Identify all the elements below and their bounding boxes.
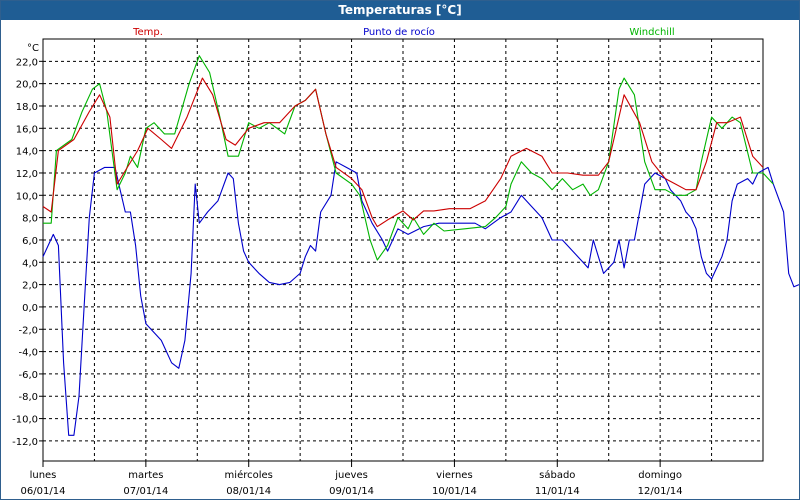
x-date-label: 08/01/14 [226, 486, 271, 497]
x-date-label: 07/01/14 [123, 486, 168, 497]
y-tick-label: 12,0 [16, 169, 38, 180]
x-date-label: 12/01/14 [638, 486, 683, 497]
y-tick-label: 10,0 [16, 191, 38, 202]
series-line-punto-de-roc-o [42, 161, 799, 436]
legend-temp: Temp. [132, 27, 163, 38]
x-day-name: martes [128, 470, 163, 481]
x-day-name: jueves [334, 470, 368, 481]
y-tick-label: 8,0 [22, 214, 38, 225]
series-line-windchill [43, 55, 774, 261]
y-axis-label: °C [27, 43, 39, 54]
y-tick-label: 2,0 [22, 281, 38, 292]
x-day-name: miércoles [225, 469, 273, 481]
legend-punto-de-roc-o: Punto de rocío [363, 26, 435, 38]
y-tick-label: -12,0 [12, 437, 38, 448]
y-tick-label: -6,0 [18, 370, 38, 381]
y-tick-label: 20,0 [16, 80, 38, 91]
x-day-name: domingo [638, 470, 682, 481]
x-date-label: 09/01/14 [329, 486, 374, 497]
x-day-name: lunes [30, 470, 57, 481]
y-tick-label: 18,0 [16, 102, 38, 113]
x-date-label: 11/01/14 [535, 486, 580, 497]
x-day-name: sábado [539, 469, 575, 481]
x-day-name: viernes [436, 470, 472, 481]
y-tick-label: -2,0 [18, 325, 38, 336]
y-tick-label: 0,0 [22, 303, 38, 314]
legend-windchill: Windchill [629, 27, 674, 38]
window-title: Temperaturas [°C] [1, 1, 799, 20]
x-date-label: 10/01/14 [432, 486, 477, 497]
x-date-label: 06/01/14 [21, 486, 66, 497]
y-tick-label: 14,0 [16, 147, 38, 158]
y-tick-label: -10,0 [12, 415, 38, 426]
y-tick-label: 16,0 [16, 124, 38, 135]
series-line-temp [42, 77, 764, 228]
y-tick-label: 22,0 [16, 57, 38, 68]
y-tick-label: 4,0 [22, 258, 38, 269]
y-tick-label: 6,0 [22, 236, 38, 247]
y-tick-label: -8,0 [18, 392, 38, 403]
y-tick-label: -4,0 [18, 348, 38, 359]
